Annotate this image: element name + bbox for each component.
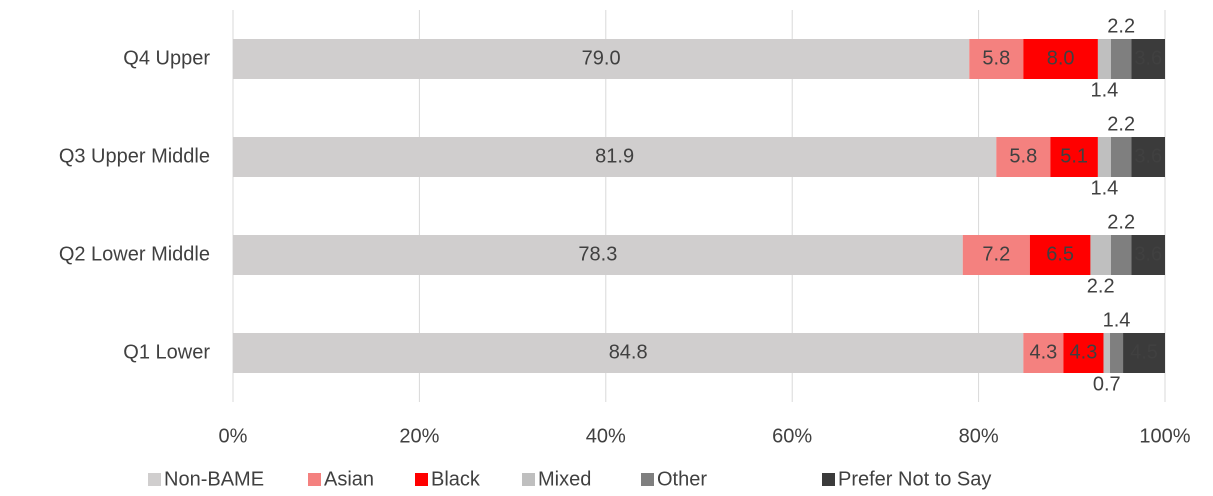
data-label: 4.5 [1130, 341, 1158, 363]
bar-segment [1023, 333, 1064, 373]
bar-segment [1131, 137, 1165, 177]
bar-segment [1131, 235, 1165, 275]
data-label: 5.8 [1009, 145, 1037, 167]
bar-segment [1023, 39, 1098, 79]
data-label: 78.3 [578, 243, 617, 265]
y-tick-label: Q2 Lower Middle [59, 243, 210, 265]
legend-swatch [148, 473, 161, 486]
data-label: 0.7 [1093, 373, 1121, 395]
bar-segment [1110, 333, 1124, 373]
bar-segment [996, 137, 1051, 177]
bar-segment [1110, 235, 1132, 275]
data-label: 4.3 [1070, 341, 1098, 363]
data-label: 1.4 [1091, 177, 1119, 199]
y-tick-label: Q3 Upper Middle [59, 145, 210, 167]
data-label: 1.4 [1091, 79, 1119, 101]
y-tick-label: Q1 Lower [123, 341, 210, 363]
bar-segment [1029, 235, 1091, 275]
data-label: 8.0 [1047, 47, 1075, 69]
legend-label: Asian [324, 468, 374, 490]
legend-label: Non-BAME [164, 468, 264, 490]
bar-segment [1097, 39, 1111, 79]
data-label: 2.2 [1087, 275, 1115, 297]
x-tick-label: 80% [959, 425, 999, 447]
legend-swatch [522, 473, 535, 486]
legend-swatch [822, 473, 835, 486]
bar-segment [1103, 333, 1111, 373]
legend-label: Other [657, 468, 707, 490]
data-label: 6.5 [1046, 243, 1074, 265]
bar-segment [1097, 137, 1111, 177]
data-label: 5.1 [1060, 145, 1088, 167]
bar-segment [1131, 39, 1165, 79]
bar-segment [962, 235, 1030, 275]
bar-segment [233, 333, 1024, 373]
data-label: 3.6 [1134, 145, 1162, 167]
x-tick-label: 60% [772, 425, 812, 447]
data-label: 3.6 [1134, 243, 1162, 265]
data-label: 84.8 [609, 341, 648, 363]
bar-segment [1090, 235, 1111, 275]
data-label: 5.8 [982, 47, 1010, 69]
bar-segment [1110, 137, 1132, 177]
x-tick-label: 100% [1139, 425, 1190, 447]
legend-swatch [641, 473, 654, 486]
x-tick-label: 0% [219, 425, 248, 447]
data-label: 3.6 [1134, 47, 1162, 69]
data-label: 7.2 [982, 243, 1010, 265]
data-label: 2.2 [1107, 211, 1135, 233]
bar-segment [969, 39, 1024, 79]
legend-swatch [308, 473, 321, 486]
bar-segment [1123, 333, 1165, 373]
bar-segment [1050, 137, 1098, 177]
data-label: 81.9 [595, 145, 634, 167]
legend-label: Prefer Not to Say [838, 468, 991, 490]
bar-segment [233, 137, 997, 177]
legend-label: Black [431, 468, 481, 490]
legend-label: Mixed [538, 468, 591, 490]
x-tick-label: 20% [399, 425, 439, 447]
data-label: 4.3 [1029, 341, 1057, 363]
data-label: 1.4 [1103, 309, 1131, 331]
x-tick-label: 40% [586, 425, 626, 447]
data-label: 79.0 [582, 47, 621, 69]
bar-segment [233, 39, 970, 79]
data-label: 2.2 [1107, 113, 1135, 135]
bar-segment [1063, 333, 1104, 373]
legend-swatch [415, 473, 428, 486]
bar-segment [233, 235, 963, 275]
data-label: 2.2 [1107, 15, 1135, 37]
bar-segment [1110, 39, 1132, 79]
y-tick-label: Q4 Upper [123, 47, 210, 69]
